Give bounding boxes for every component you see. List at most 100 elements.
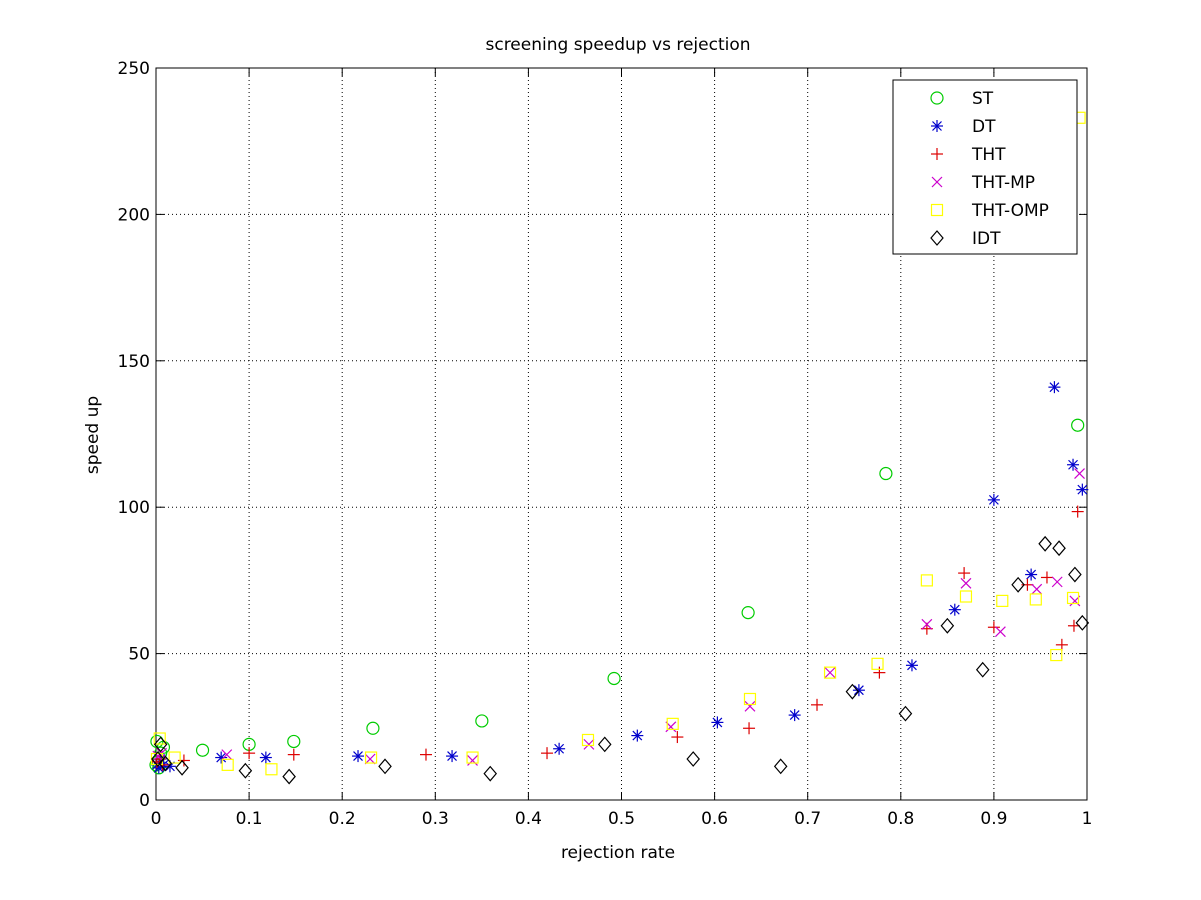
x-tick-label: 0.2 bbox=[329, 809, 356, 829]
data-point bbox=[475, 714, 489, 728]
legend-label: THT-OMP bbox=[971, 201, 1049, 221]
data-point bbox=[898, 705, 913, 722]
data-point bbox=[364, 753, 376, 765]
legend-item: THT-OMP bbox=[930, 201, 1049, 221]
x-axis-label: rejection rate bbox=[561, 843, 675, 863]
y-tick-label: 100 bbox=[118, 498, 150, 518]
legend-marker bbox=[930, 203, 944, 217]
legend-item: ST bbox=[930, 89, 994, 109]
series-tht-mp bbox=[152, 468, 1085, 766]
series-dt bbox=[150, 381, 1089, 774]
data-point bbox=[153, 732, 166, 745]
data-point bbox=[920, 574, 933, 587]
data-point bbox=[215, 751, 228, 764]
data-point bbox=[744, 700, 756, 712]
y-tick-label: 200 bbox=[118, 205, 150, 225]
data-point bbox=[743, 692, 757, 706]
data-point bbox=[419, 748, 432, 761]
data-point bbox=[1071, 418, 1085, 432]
data-point bbox=[871, 657, 884, 670]
data-point bbox=[905, 659, 918, 672]
series-tht-omp bbox=[150, 111, 1086, 776]
data-point bbox=[852, 684, 865, 697]
data-point bbox=[1055, 638, 1068, 651]
data-point bbox=[195, 743, 210, 757]
y-tick-label: 250 bbox=[118, 59, 150, 79]
data-point bbox=[1066, 591, 1080, 605]
data-point bbox=[364, 751, 378, 764]
data-point bbox=[467, 755, 478, 766]
data-point bbox=[1025, 568, 1038, 581]
data-point bbox=[366, 721, 380, 735]
data-point bbox=[265, 763, 278, 776]
data-point bbox=[1075, 614, 1090, 631]
x-tick-label: 0.3 bbox=[422, 809, 449, 829]
data-point bbox=[958, 567, 971, 580]
legend-item: IDT bbox=[930, 229, 1001, 249]
data-point bbox=[879, 466, 893, 481]
data-point bbox=[466, 751, 479, 764]
data-point bbox=[1011, 576, 1025, 593]
data-point bbox=[1031, 583, 1043, 595]
data-point bbox=[960, 577, 972, 589]
series-idt bbox=[151, 535, 1090, 785]
data-point bbox=[259, 751, 272, 764]
x-tick-label: 0.8 bbox=[887, 809, 914, 829]
data-point bbox=[541, 747, 554, 760]
legend-item: THT bbox=[931, 145, 1006, 165]
data-point bbox=[1052, 540, 1066, 557]
legend-marker bbox=[931, 176, 943, 188]
legend-marker bbox=[930, 230, 944, 246]
data-point bbox=[175, 759, 189, 776]
data-point bbox=[1071, 505, 1084, 518]
data-point bbox=[597, 736, 612, 753]
data-point bbox=[1068, 566, 1082, 583]
data-point bbox=[1050, 648, 1063, 662]
data-point bbox=[811, 698, 824, 711]
data-point bbox=[238, 762, 253, 779]
legend-marker bbox=[930, 91, 944, 105]
data-point bbox=[581, 733, 595, 747]
data-point bbox=[221, 749, 233, 761]
x-tick-label: 0.9 bbox=[980, 809, 1007, 829]
data-point bbox=[823, 666, 837, 679]
data-point bbox=[151, 751, 165, 767]
data-point bbox=[987, 493, 1000, 506]
data-point bbox=[1029, 593, 1042, 606]
data-point bbox=[773, 758, 788, 775]
legend-marker bbox=[931, 120, 943, 132]
data-point bbox=[153, 736, 168, 753]
data-point bbox=[996, 594, 1009, 607]
data-point bbox=[788, 709, 801, 722]
y-axis-label: speed up bbox=[83, 396, 103, 474]
legend-label: DT bbox=[972, 117, 996, 137]
data-point bbox=[940, 617, 955, 634]
data-point bbox=[1074, 468, 1085, 479]
data-point bbox=[1051, 576, 1063, 588]
data-point bbox=[975, 661, 990, 678]
data-points bbox=[149, 111, 1090, 785]
data-point bbox=[378, 758, 392, 775]
y-tick-label: 50 bbox=[128, 645, 150, 665]
data-point bbox=[666, 717, 679, 730]
data-point bbox=[1067, 619, 1080, 632]
data-point bbox=[1048, 381, 1061, 394]
data-point bbox=[287, 748, 300, 761]
data-point bbox=[1040, 571, 1053, 584]
x-tick-label: 0.7 bbox=[794, 809, 821, 829]
data-point bbox=[352, 750, 365, 763]
chart-title: screening speedup vs rejection bbox=[485, 35, 750, 55]
data-point bbox=[483, 765, 498, 782]
x-tick-label: 0 bbox=[151, 809, 162, 829]
legend-item: THT-MP bbox=[931, 173, 1035, 193]
legend: ST DT THT THT-MP THT-OMP IDT bbox=[892, 79, 1078, 255]
y-tick-label: 0 bbox=[139, 791, 150, 811]
legend-box bbox=[892, 79, 1078, 255]
legend-label: THT bbox=[971, 145, 1006, 165]
data-point bbox=[1038, 535, 1052, 552]
data-point bbox=[671, 731, 684, 744]
legend-label: THT-MP bbox=[971, 173, 1035, 193]
data-point bbox=[221, 758, 234, 771]
data-point bbox=[948, 603, 961, 616]
